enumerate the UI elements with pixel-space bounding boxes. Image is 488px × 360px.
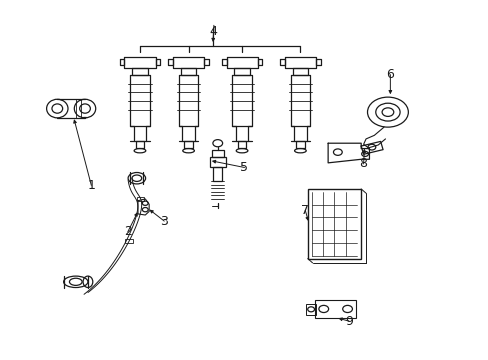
Text: 8: 8 [359,157,367,170]
Bar [307,189,361,258]
Ellipse shape [46,99,68,118]
Ellipse shape [128,172,145,184]
Bar [137,197,144,201]
Ellipse shape [367,97,407,127]
Text: 2: 2 [123,225,131,238]
Bar [305,304,315,315]
Text: 6: 6 [386,68,393,81]
Bar [314,300,356,318]
Bar [213,167,222,181]
Bar [209,157,225,167]
Ellipse shape [74,99,96,118]
Text: 4: 4 [208,25,216,38]
Bar [125,239,133,243]
Ellipse shape [63,276,88,288]
Text: 5: 5 [240,161,248,174]
Bar [211,150,223,157]
Text: 9: 9 [345,315,352,328]
Text: 3: 3 [160,215,168,228]
Text: 7: 7 [301,204,308,217]
Text: 1: 1 [87,179,95,192]
